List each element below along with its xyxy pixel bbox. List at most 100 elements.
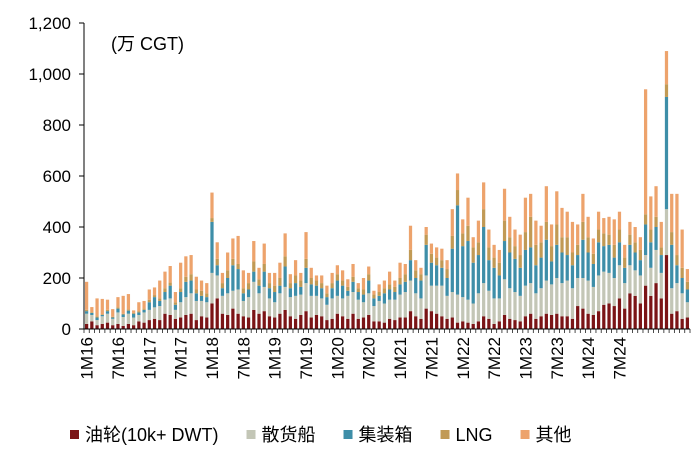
- bar-segment-container: [199, 295, 204, 301]
- bar-segment-other: [544, 186, 548, 222]
- bar-stack: [325, 285, 329, 329]
- bar-segment-other: [450, 209, 454, 236]
- bar-segment-tanker: [419, 318, 423, 329]
- bar-segment-lng: [163, 288, 167, 293]
- bar-segment-container: [591, 263, 595, 287]
- bar-segment-bulk: [623, 283, 627, 309]
- bar-segment-tanker: [325, 320, 329, 329]
- bar-segment-bulk: [121, 317, 125, 326]
- bar-segment-bulk: [262, 286, 266, 312]
- bar-segment-lng: [429, 253, 434, 263]
- bar-segment-lng: [293, 275, 298, 284]
- bar-segment-lng: [346, 286, 350, 291]
- bar-segment-tanker: [132, 325, 136, 329]
- bar-segment-tanker: [231, 308, 235, 329]
- bar-segment-bulk: [685, 302, 690, 318]
- bar-segment-other: [482, 182, 486, 210]
- bar-segment-container: [565, 255, 569, 281]
- bar-stack: [241, 270, 245, 329]
- bar-segment-lng: [523, 232, 528, 250]
- bar-stack: [466, 197, 470, 330]
- bar-stack: [403, 263, 407, 329]
- bar-segment-lng: [659, 247, 663, 256]
- bar-segment-lng: [184, 276, 188, 282]
- bar-segment-other: [670, 193, 674, 233]
- bar-segment-bulk: [173, 309, 178, 319]
- bar-segment-tanker: [236, 313, 240, 329]
- bar-segment-tanker: [126, 323, 131, 329]
- bar-segment-container: [403, 281, 407, 293]
- bar-segment-tanker: [649, 295, 653, 329]
- bar-segment-lng: [424, 234, 428, 245]
- bar-segment-tanker: [659, 298, 663, 329]
- bar-segment-tanker: [121, 325, 125, 329]
- bar-segment-bulk: [576, 278, 580, 307]
- bar-segment-container: [262, 271, 266, 287]
- bar-segment-other: [179, 262, 183, 289]
- bar-stack: [231, 238, 235, 329]
- bar-segment-tanker: [591, 314, 595, 329]
- bar-segment-tanker: [273, 317, 277, 329]
- bar-segment-tanker: [382, 322, 387, 330]
- bar-segment-container: [361, 294, 366, 303]
- x-tick-label: 7M24: [610, 337, 629, 380]
- bar-segment-bulk: [487, 290, 491, 319]
- bar-segment-tanker: [581, 308, 585, 329]
- bar-segment-container: [184, 281, 188, 298]
- legend-swatch: [440, 430, 450, 439]
- bar-segment-container: [466, 241, 470, 300]
- bar-segment-tanker: [628, 293, 632, 329]
- bar-segment-other: [445, 260, 449, 270]
- bar-segment-tanker: [158, 320, 162, 329]
- bar-segment-container: [581, 239, 585, 278]
- bar-segment-other: [549, 224, 554, 247]
- legend-item-bulk: 散货船: [246, 425, 316, 445]
- bar-segment-lng: [403, 274, 407, 282]
- bar-segment-lng: [560, 237, 564, 253]
- bar-segment-container: [544, 239, 548, 281]
- bar-segment-container: [455, 205, 460, 295]
- bar-segment-other: [487, 229, 491, 248]
- y-tick-label: 1,200: [28, 14, 71, 33]
- bar-segment-tanker: [565, 316, 569, 329]
- bar-segment-tanker: [293, 318, 298, 329]
- bar-segment-bulk: [508, 288, 512, 319]
- bar-stack: [105, 299, 110, 330]
- bar-segment-bulk: [351, 292, 355, 314]
- bar-segment-bulk: [518, 295, 522, 322]
- bar-segment-tanker: [602, 304, 606, 329]
- bar-segment-lng: [121, 313, 125, 315]
- bar-segment-lng: [84, 309, 89, 312]
- bar-segment-other: [649, 196, 653, 230]
- bar-segment-bulk: [654, 249, 658, 284]
- bar-segment-tanker: [95, 325, 99, 329]
- bar-segment-other: [283, 233, 287, 257]
- bar-stack: [220, 272, 225, 329]
- bar-segment-other: [633, 227, 637, 243]
- bar-stack: [440, 248, 444, 329]
- bar-segment-other: [560, 207, 564, 238]
- bar-segment-other: [581, 193, 585, 222]
- bar-stack: [607, 216, 611, 329]
- bar-stack: [429, 243, 434, 329]
- bar-segment-other: [252, 241, 256, 262]
- bar-segment-tanker: [309, 317, 313, 329]
- bar-stack: [90, 307, 94, 329]
- legend: 油轮(10k+ DWT) 散货船 集装箱 LNG 其他: [70, 425, 572, 445]
- bar-segment-tanker: [215, 298, 219, 329]
- bar-stack: [487, 229, 491, 329]
- bar-segment-tanker: [638, 303, 642, 329]
- bar-segment-container: [147, 302, 151, 310]
- bar-segment-other: [84, 281, 89, 310]
- bar-segment-tanker: [654, 283, 658, 329]
- bar-segment-container: [518, 267, 522, 296]
- bar-segment-other: [502, 188, 507, 221]
- bar-segment-bulk: [367, 293, 371, 315]
- bar-segment-container: [523, 249, 528, 286]
- x-tick-label: 7M20: [360, 337, 379, 380]
- bar-segment-other: [189, 255, 193, 275]
- bar-segment-other: [121, 295, 125, 314]
- bar-segment-other: [325, 285, 329, 294]
- bar-segment-lng: [502, 220, 507, 242]
- bar-segment-other: [455, 173, 460, 191]
